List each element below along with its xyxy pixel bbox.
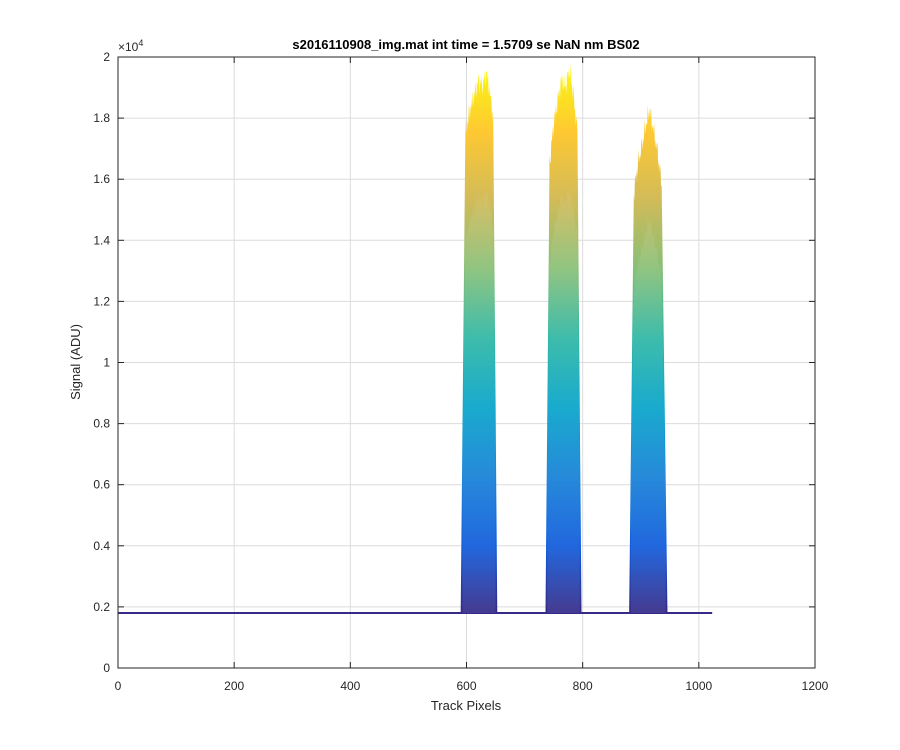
x-tick-label: 1200 (802, 679, 829, 693)
y-tick-label: 2 (103, 50, 110, 64)
x-axis-label: Track Pixels (431, 698, 502, 713)
y-tick-label: 0 (103, 661, 110, 675)
signal-peak-1-inner (462, 189, 496, 614)
chart-title: s2016110908_img.mat int time = 1.5709 se… (292, 37, 639, 52)
x-axis: 0 200 400 600 800 1000 1200 (115, 57, 829, 693)
series-layer (118, 64, 713, 615)
x-tick-label: 800 (573, 679, 593, 693)
y-tick-label: 0.4 (93, 539, 110, 553)
x-tick-label: 600 (456, 679, 476, 693)
signal-peak-2-inner (547, 184, 580, 614)
signal-peak-3-inner (630, 216, 666, 614)
y-axis: 0 0.2 0.4 0.6 0.8 1 1.2 1.4 1.6 1.8 2 (93, 50, 815, 675)
x-tick-label: 400 (340, 679, 360, 693)
y-tick-label: 0.6 (93, 478, 110, 492)
y-axis-label: Signal (ADU) (68, 324, 83, 400)
y-tick-label: 0.8 (93, 417, 110, 431)
signal-peak-3 (629, 104, 668, 614)
y-tick-label: 1.6 (93, 172, 110, 186)
y-exponent-label: ×104 (118, 38, 143, 54)
y-tick-label: 0.2 (93, 600, 110, 614)
x-tick-label: 0 (115, 679, 122, 693)
y-tick-label: 1 (103, 356, 110, 370)
x-tick-label: 200 (224, 679, 244, 693)
y-tick-label: 1.2 (93, 294, 110, 308)
y-tick-label: 1.4 (93, 233, 110, 247)
signal-peak-1 (460, 70, 498, 614)
x-tick-label: 1000 (685, 679, 712, 693)
signal-peak-2 (545, 64, 582, 614)
y-tick-label: 1.8 (93, 111, 110, 125)
